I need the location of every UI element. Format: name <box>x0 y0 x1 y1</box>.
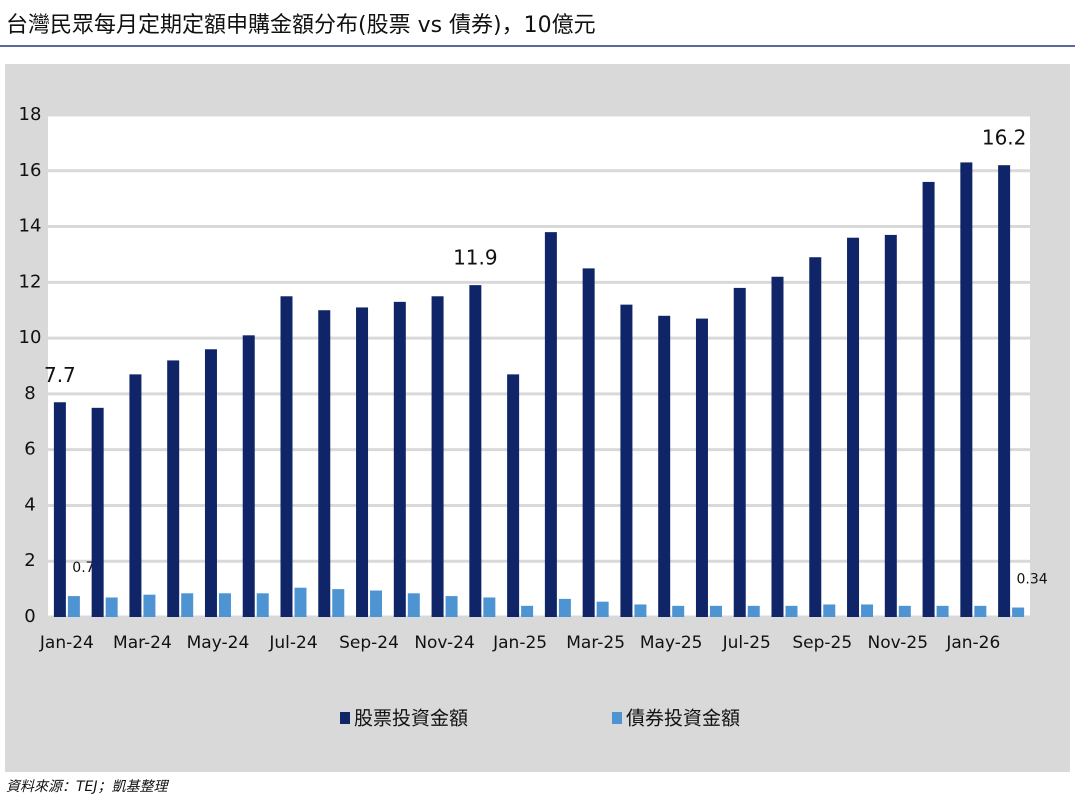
bar <box>129 374 142 617</box>
bar <box>356 307 369 617</box>
y-tick-label: 4 <box>24 494 35 515</box>
bar <box>280 296 293 617</box>
bar <box>898 605 911 617</box>
data-label: 0.34 <box>1017 572 1048 588</box>
data-label: 11.9 <box>453 246 498 270</box>
bar <box>785 605 798 617</box>
bar <box>407 593 420 617</box>
bar <box>67 596 80 617</box>
x-tick-label: Jul-25 <box>722 633 771 653</box>
bar <box>974 605 987 617</box>
bar <box>861 604 874 617</box>
bar <box>620 304 633 617</box>
chart-title: 台灣民眾每月定期定額申購金額分布(股票 vs 債券)，10億元 <box>6 13 596 38</box>
bar <box>747 605 760 617</box>
bar <box>332 589 345 617</box>
bar <box>370 590 383 617</box>
bar <box>596 601 609 617</box>
bar <box>256 593 269 617</box>
x-tick-label: Jan-26 <box>945 633 1000 653</box>
data-label: 7.7 <box>44 363 76 387</box>
y-tick-label: 16 <box>19 160 42 181</box>
bar <box>544 232 557 617</box>
y-tick-label: 0 <box>24 606 35 627</box>
x-tick-label: Jan-25 <box>492 633 547 653</box>
bar <box>318 310 331 617</box>
bar <box>105 597 118 617</box>
bar <box>393 301 406 617</box>
bar <box>181 593 194 617</box>
bar <box>672 605 685 617</box>
bar <box>204 349 217 617</box>
legend-swatch <box>612 712 622 724</box>
x-tick-label: May-24 <box>187 633 250 653</box>
plot-area <box>48 115 1030 617</box>
data-label: 16.2 <box>982 126 1027 150</box>
bar <box>634 604 647 617</box>
bar <box>53 402 66 617</box>
bar <box>507 374 520 617</box>
bar <box>709 605 722 617</box>
x-tick-label: May-25 <box>640 633 703 653</box>
bar <box>294 587 307 617</box>
bar <box>695 318 708 617</box>
bar <box>809 257 822 617</box>
bar <box>884 234 897 617</box>
bar <box>1012 607 1025 617</box>
bar <box>558 598 571 617</box>
x-tick-label: Sep-25 <box>792 633 852 653</box>
bar <box>998 165 1011 617</box>
bar <box>733 287 746 617</box>
bar <box>847 237 860 617</box>
bar <box>218 593 231 617</box>
bar <box>521 605 534 617</box>
y-tick-label: 8 <box>24 383 35 404</box>
legend-label: 股票投資金額 <box>354 708 468 730</box>
y-tick-label: 6 <box>24 439 35 460</box>
bar <box>242 335 255 617</box>
x-tick-label: Nov-25 <box>868 633 929 653</box>
bar <box>431 296 444 617</box>
x-tick-label: Sep-24 <box>339 633 399 653</box>
bar <box>445 596 458 617</box>
x-tick-label: Mar-24 <box>113 633 172 653</box>
y-tick-label: 10 <box>19 327 42 348</box>
bar <box>960 162 973 617</box>
legend-label: 債券投資金額 <box>626 708 740 730</box>
x-tick-label: Jul-24 <box>268 633 317 653</box>
bar <box>167 360 180 617</box>
bar <box>483 597 496 617</box>
bar <box>469 285 482 617</box>
legend-swatch <box>340 712 350 724</box>
x-tick-label: Mar-25 <box>566 633 625 653</box>
bar <box>823 604 836 617</box>
source-note: 資料來源：TEJ；凱基整理 <box>6 779 170 795</box>
y-tick-label: 14 <box>19 216 42 237</box>
y-tick-label: 12 <box>19 271 42 292</box>
bar <box>91 407 104 617</box>
bar <box>143 594 156 617</box>
x-tick-label: Jan-24 <box>39 633 94 653</box>
bar <box>936 605 949 617</box>
bar <box>582 268 595 617</box>
x-tick-label: Nov-24 <box>414 633 475 653</box>
bar <box>771 276 784 617</box>
y-tick-label: 18 <box>19 104 42 125</box>
bar <box>922 181 935 617</box>
y-tick-label: 2 <box>24 550 35 571</box>
bar <box>658 315 671 617</box>
